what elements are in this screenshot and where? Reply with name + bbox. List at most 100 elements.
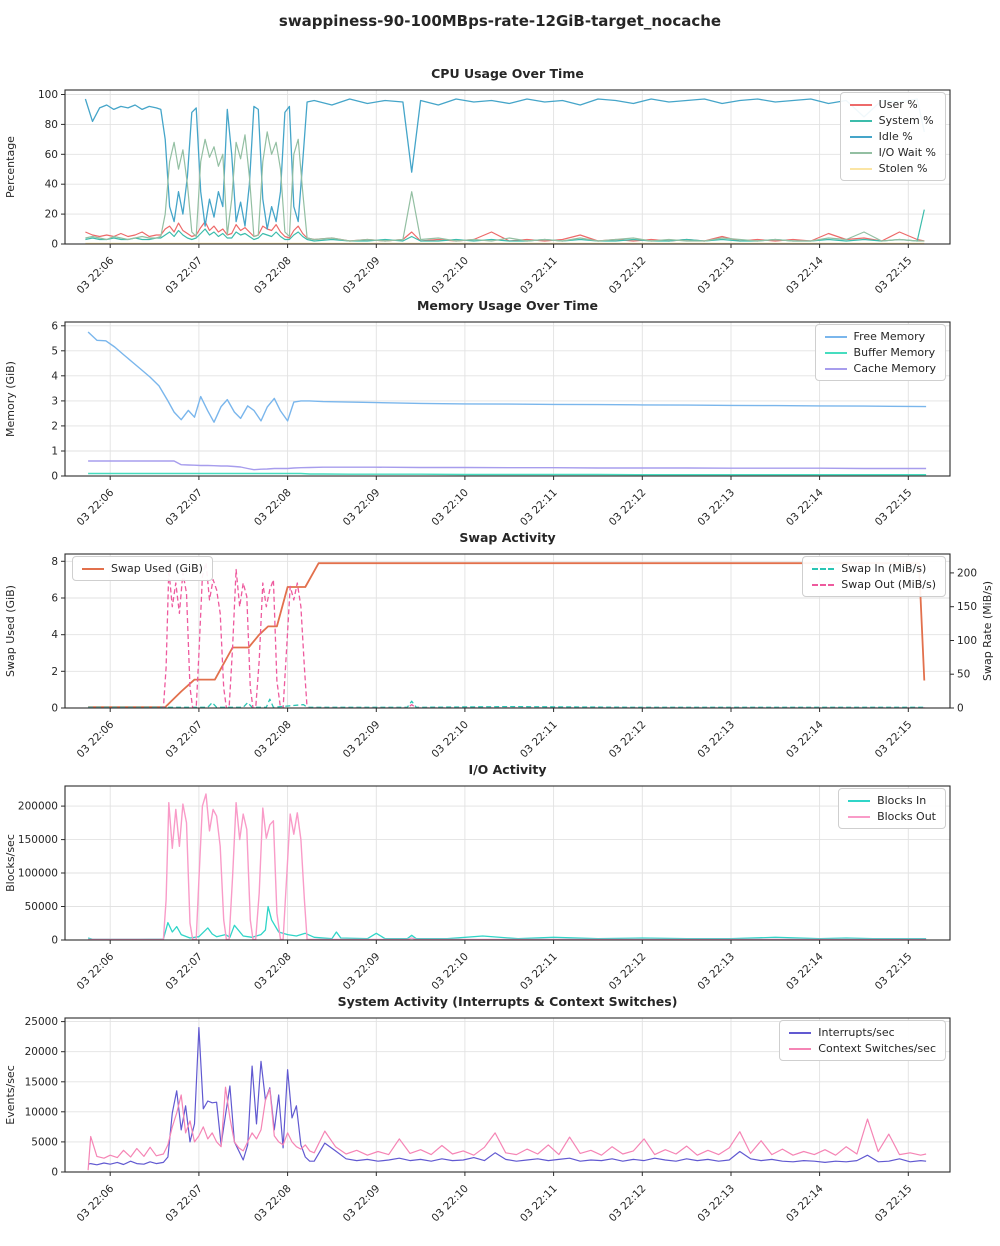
x-tick-label: 03 22:13 bbox=[695, 719, 737, 760]
legend-left: Swap Used (GiB) bbox=[72, 556, 213, 581]
legend-right: Swap In (MiB/s) Swap Out (MiB/s) bbox=[802, 556, 946, 597]
legend-swatch-swap-in-mib-s bbox=[812, 567, 835, 570]
legend-swatch-context-switches-sec bbox=[789, 1047, 812, 1050]
y-tick-label: 0 bbox=[51, 935, 58, 947]
x-tick-label: 03 22:12 bbox=[607, 719, 649, 760]
legend-label: I/O Wait % bbox=[878, 146, 936, 159]
chart-title-system: System Activity (Interrupts & Context Sw… bbox=[337, 994, 678, 1009]
legend-item-free-memory: Free Memory bbox=[824, 330, 936, 343]
x-tick-label: 03 22:11 bbox=[518, 1183, 560, 1224]
y-tick-label: 50000 bbox=[25, 901, 58, 913]
y-tick-label: 150000 bbox=[18, 834, 58, 846]
y-tick-label: 5000 bbox=[31, 1136, 58, 1148]
x-tick-label: 03 22:08 bbox=[252, 719, 294, 760]
legend-swatch-blocks-in bbox=[848, 799, 871, 802]
y-tick-label: 40 bbox=[45, 179, 58, 191]
legend-item-cache-memory: Cache Memory bbox=[824, 362, 936, 375]
chart-swap-activity: Swap Activity 03 22:06 03 22:07 03 22:08 03… bbox=[0, 528, 1000, 760]
x-tick-label: 03 22:14 bbox=[784, 486, 826, 528]
io-activity-plot: 03 22:06 03 22:07 03 22:08 03 22:09 03 22:10… bbox=[4, 785, 951, 992]
x-tick-label: 03 22:14 bbox=[784, 718, 826, 760]
legend-label: User % bbox=[878, 98, 918, 111]
legend-item-user: User % bbox=[849, 98, 936, 111]
x-tick-label: 03 22:12 bbox=[607, 487, 649, 528]
chart-title-swap: Swap Activity bbox=[459, 530, 556, 545]
legend-item-blocks-out: Blocks Out bbox=[848, 810, 936, 823]
x-tick-label: 03 22:15 bbox=[873, 719, 915, 760]
legend-right: Free Memory Buffer Memory Cache Memory bbox=[814, 324, 946, 381]
y-tick-label-right: 100 bbox=[957, 635, 977, 647]
plot-border bbox=[64, 785, 951, 941]
y-tick-label: 8 bbox=[51, 556, 58, 568]
series-blocks-in bbox=[87, 905, 927, 940]
series-buffer-memory bbox=[88, 472, 927, 476]
y-axis-label: Memory (GiB) bbox=[4, 361, 17, 437]
chart-title-memory: Memory Usage Over Time bbox=[416, 298, 599, 313]
legend-swatch-free-memory bbox=[824, 335, 847, 338]
legend-item-swap-in-mib-s: Swap In (MiB/s) bbox=[812, 562, 936, 575]
legend-swatch-user bbox=[849, 103, 872, 106]
legend-label: Swap In (MiB/s) bbox=[841, 562, 927, 575]
legend-item-swap-used-gib: Swap Used (GiB) bbox=[82, 562, 203, 575]
series-swap-out-mib-s bbox=[88, 562, 927, 708]
y-tick-label: 2 bbox=[51, 420, 58, 432]
y-tick-label: 0 bbox=[51, 239, 58, 251]
x-tick-label: 03 22:11 bbox=[518, 255, 560, 296]
legend-label: Free Memory bbox=[853, 330, 926, 343]
plot-border bbox=[64, 553, 951, 709]
legend-swatch-swap-used-gib bbox=[82, 567, 104, 570]
y-tick-label: 80 bbox=[45, 119, 58, 131]
x-tick-label: 03 22:13 bbox=[695, 487, 737, 528]
plot-border bbox=[64, 1017, 951, 1173]
legend-label: Buffer Memory bbox=[853, 346, 936, 359]
y-axis-label: Blocks/sec bbox=[4, 834, 17, 892]
x-tick-label: 03 22:07 bbox=[163, 719, 205, 760]
legend-swatch-stolen bbox=[849, 167, 872, 170]
legend-item-buffer-memory: Buffer Memory bbox=[824, 346, 936, 359]
cpu-usage-plot: 03 22:06 03 22:07 03 22:08 03 22:09 03 22:10… bbox=[4, 89, 951, 296]
x-tick-label: 03 22:10 bbox=[429, 1183, 471, 1224]
chart-memory-usage: Memory Usage Over Time 03 22:06 03 22:07 0… bbox=[0, 296, 1000, 528]
chart-cpu-usage: CPU Usage Over Time 03 22:06 03 22:07 03 2… bbox=[0, 64, 1000, 296]
series-swap-used-gib bbox=[88, 562, 926, 708]
x-tick-label: 03 22:15 bbox=[873, 255, 915, 296]
x-tick-label: 03 22:09 bbox=[341, 255, 383, 296]
series-system bbox=[85, 209, 925, 242]
y-axis-label-right: Swap Rate (MiB/s) bbox=[981, 581, 994, 681]
y-tick-label: 25000 bbox=[25, 1016, 58, 1028]
x-tick-label: 03 22:08 bbox=[252, 951, 294, 992]
x-tick-label: 03 22:14 bbox=[784, 1182, 826, 1224]
y-tick-label-right: 50 bbox=[957, 669, 970, 681]
x-tick-label: 03 22:07 bbox=[163, 951, 205, 992]
x-tick-label: 03 22:12 bbox=[607, 255, 649, 296]
x-tick-label: 03 22:08 bbox=[252, 255, 294, 296]
legend-swatch-blocks-out bbox=[848, 815, 871, 818]
y-tick-label: 0 bbox=[51, 1167, 58, 1179]
y-axis-label: Swap Used (GiB) bbox=[4, 585, 17, 677]
series-interrupts-sec bbox=[87, 1027, 927, 1166]
x-tick-label: 03 22:09 bbox=[341, 1183, 383, 1224]
memory-usage-plot: 03 22:06 03 22:07 03 22:08 03 22:09 03 22:10… bbox=[4, 320, 951, 528]
x-tick-label: 03 22:09 bbox=[341, 487, 383, 528]
x-tick-label: 03 22:07 bbox=[163, 487, 205, 528]
y-axis-label: Events/sec bbox=[4, 1065, 17, 1125]
series-i-o-wait bbox=[85, 131, 925, 242]
plot-border bbox=[64, 321, 951, 477]
y-tick-label: 6 bbox=[51, 320, 58, 332]
x-tick-label: 03 22:07 bbox=[163, 1183, 205, 1224]
legend-label: Blocks Out bbox=[877, 810, 936, 823]
legend-label: System % bbox=[878, 114, 934, 127]
legend-right: User % System % Idle % I/O Wait % Stolen % bbox=[839, 92, 946, 181]
series-cache-memory bbox=[88, 460, 927, 471]
y-tick-label-right: 150 bbox=[957, 601, 977, 613]
x-tick-label: 03 22:15 bbox=[873, 487, 915, 528]
y-tick-label-right: 0 bbox=[957, 703, 964, 715]
y-tick-label: 4 bbox=[51, 370, 58, 382]
y-tick-label: 2 bbox=[51, 666, 58, 678]
y-tick-label: 5 bbox=[51, 345, 58, 357]
legend-item-idle: Idle % bbox=[849, 130, 936, 143]
y-tick-label: 6 bbox=[51, 593, 58, 605]
x-tick-label: 03 22:13 bbox=[695, 1183, 737, 1224]
legend-swatch-cache-memory bbox=[824, 367, 847, 370]
x-tick-label: 03 22:12 bbox=[607, 1183, 649, 1224]
